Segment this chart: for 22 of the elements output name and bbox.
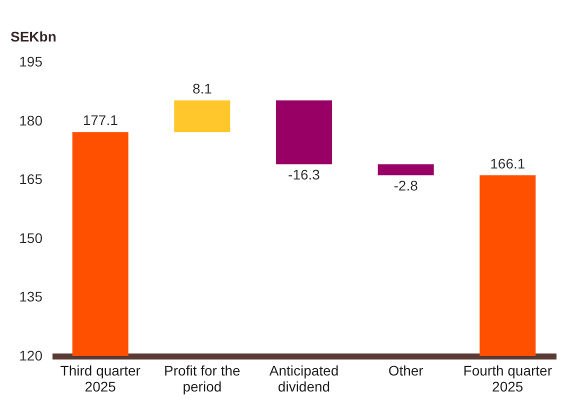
y-tick-label: 135 — [19, 288, 43, 305]
y-tick-label: 195 — [19, 54, 43, 70]
x-tick-label: Third quarter 2025 — [60, 362, 141, 394]
x-tick-label: Profit for the period — [164, 362, 241, 394]
data-label: 8.1 — [192, 80, 212, 96]
bar — [480, 175, 536, 356]
data-label: -16.3 — [288, 166, 320, 182]
y-tick-label: 120 — [19, 348, 43, 364]
data-label: 166.1 — [490, 155, 526, 172]
bar — [378, 164, 434, 176]
bar — [72, 132, 128, 356]
bar — [276, 100, 332, 164]
x-tick-label: Fourth quarter 2025 — [463, 362, 552, 394]
y-tick-label: 165 — [19, 171, 43, 188]
y-tick-label: 150 — [19, 230, 43, 246]
x-tick-label: Anticipated dividend — [269, 362, 339, 394]
y-tick-label: 180 — [19, 112, 43, 128]
bar — [174, 100, 230, 132]
y-axis-title: SEKbn — [10, 28, 56, 44]
data-label: 177.1 — [82, 112, 118, 128]
data-label: -2.8 — [394, 177, 418, 194]
x-tick-label: Other — [388, 362, 424, 378]
